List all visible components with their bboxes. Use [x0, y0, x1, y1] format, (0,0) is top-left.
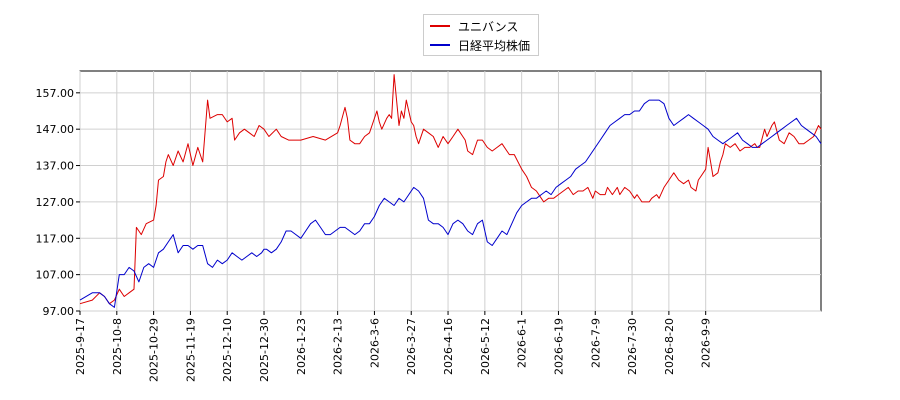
plot-area: [79, 70, 822, 312]
series-line-0: [79, 74, 822, 305]
x-tick-label: 2026-6-1: [516, 318, 529, 368]
x-tick-label: 2026-4-16: [442, 318, 455, 375]
x-tick-label: 2026-5-12: [479, 318, 492, 375]
x-tick-label: 2026-7-9: [589, 318, 602, 368]
legend-label-series-1: 日経平均株価: [458, 38, 531, 53]
legend-label-series-0: ユニバンス: [458, 19, 519, 34]
series-group: [79, 74, 822, 308]
x-tick-label: 2025-9-17: [74, 318, 87, 375]
x-tick-label: 2026-1-23: [295, 318, 308, 375]
x-tick-label: 2026-3-27: [405, 318, 418, 375]
x-tick-label: 2026-6-19: [552, 318, 565, 375]
y-tick-label: 147.00: [36, 123, 75, 136]
x-tick-label: 2025-10-8: [111, 318, 124, 375]
x-tick-label: 2025-11-19: [184, 318, 197, 382]
x-tick-label: 2025-12-10: [221, 318, 234, 382]
legend-swatch-series-1: [430, 44, 450, 46]
y-tick-label: 97.00: [43, 305, 75, 318]
y-tick-label: 157.00: [36, 87, 75, 100]
y-tick-label: 117.00: [36, 232, 75, 245]
x-tick-label: 2026-3-6: [368, 318, 381, 368]
x-tick-label: 2025-12-30: [258, 318, 271, 382]
legend-swatch-series-0: [430, 25, 450, 27]
y-tick-label: 137.00: [36, 160, 75, 173]
series-line-1: [79, 99, 822, 308]
x-axis: 2025-9-17 2025-10-8 2025-10-29 2025-11-19 20…: [74, 311, 713, 382]
grid-lines: [79, 71, 821, 312]
legend-item-series-0: ユニバンス: [430, 18, 518, 34]
x-tick-label: 2026-7-30: [626, 318, 639, 375]
y-tick-label: 127.00: [36, 196, 75, 209]
x-tick-label: 2026-8-20: [663, 318, 676, 375]
legend: ユニバンス 日経平均株価: [423, 14, 539, 56]
y-tick-label: 107.00: [36, 269, 75, 282]
x-tick-label: 2026-2-13: [332, 318, 345, 375]
legend-item-series-1: 日経平均株価: [430, 37, 530, 53]
x-tick-label: 2025-10-29: [148, 318, 161, 382]
x-tick-label: 2026-9-9: [700, 318, 713, 368]
y-axis: 97.00 107.00 117.00 127.00 137.00 147.00 157.0…: [36, 87, 80, 318]
